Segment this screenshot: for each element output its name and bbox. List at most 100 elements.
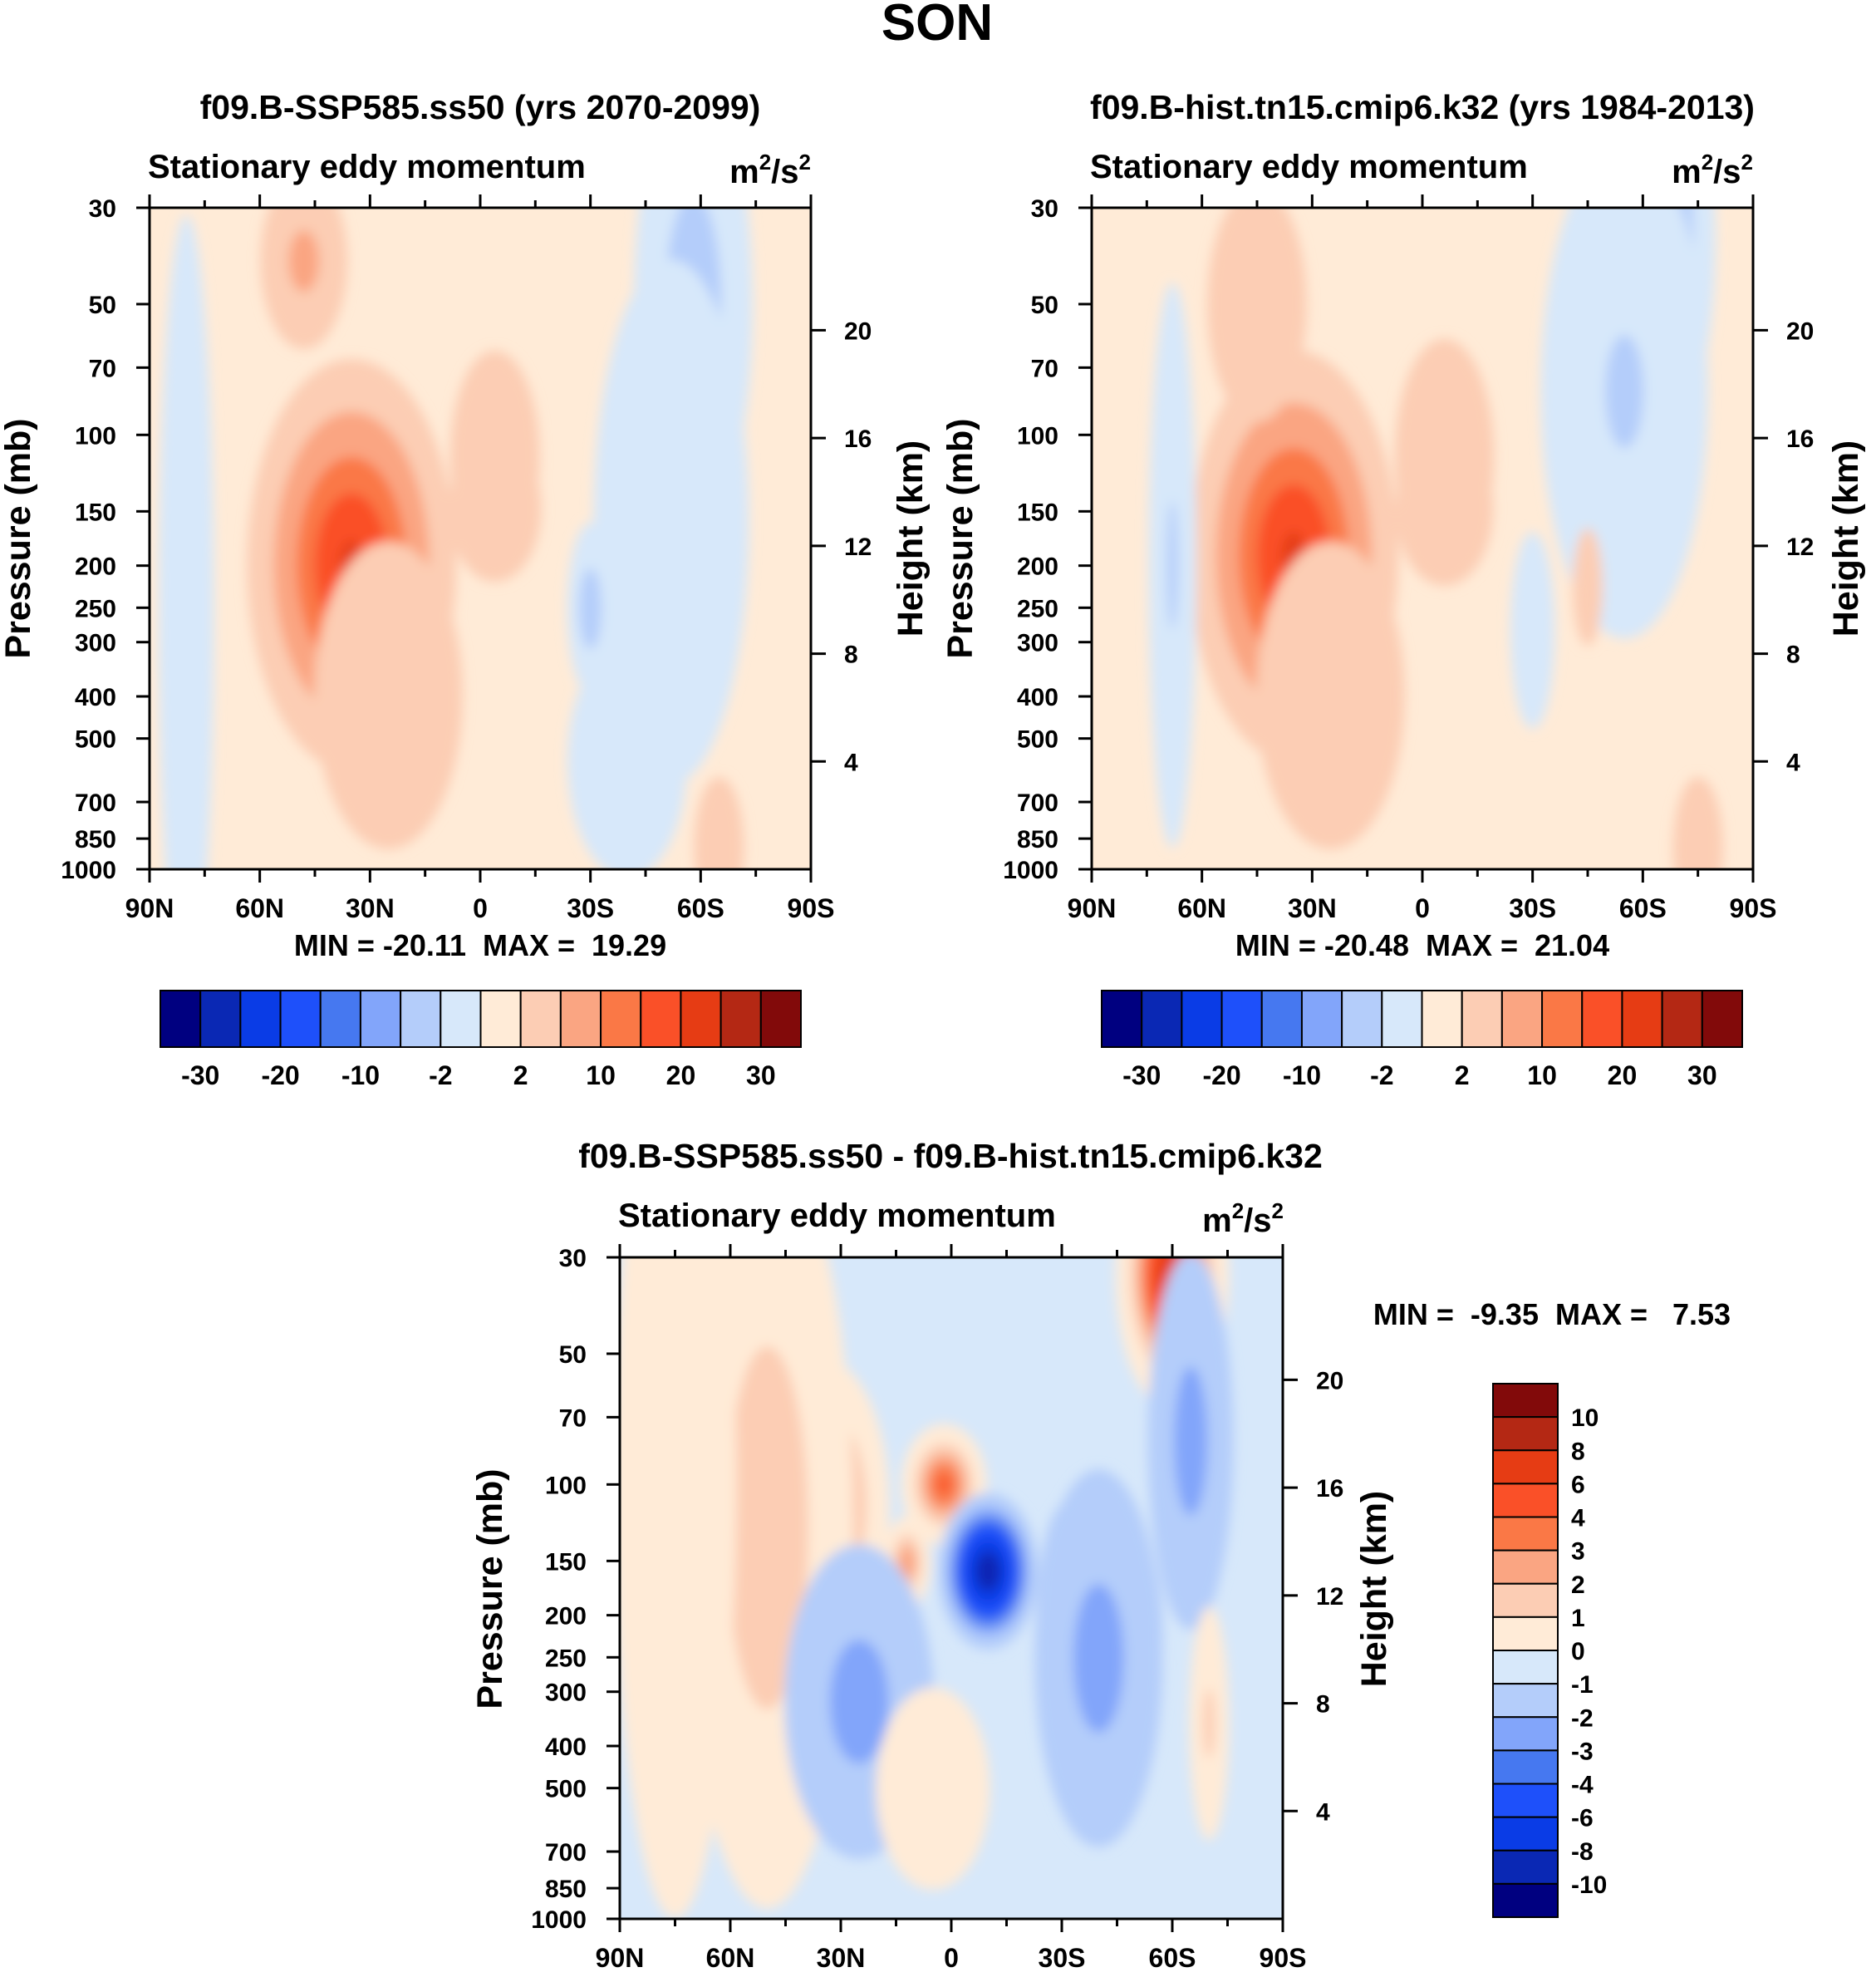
y-tick-right-label: 20 bbox=[844, 317, 872, 345]
colorbar-box bbox=[440, 990, 482, 1048]
colorbar-box bbox=[1181, 990, 1223, 1048]
colorbar-label: 20 bbox=[1608, 1060, 1638, 1090]
y-tick-label: 1000 bbox=[1003, 857, 1058, 884]
units-base: m bbox=[1202, 1202, 1232, 1239]
y-tick-label: 1000 bbox=[61, 857, 116, 884]
colorbar-box bbox=[1341, 990, 1383, 1048]
colorbar-box bbox=[759, 990, 802, 1048]
contour-7-1 bbox=[1166, 500, 1178, 630]
y-tick-right-label: 16 bbox=[844, 425, 872, 453]
x-tick-label: 90S bbox=[1730, 893, 1777, 923]
colorbar-label: 4 bbox=[1571, 1505, 1585, 1532]
y-tick-label: 500 bbox=[75, 726, 116, 754]
y-tick-label: 850 bbox=[1017, 826, 1058, 853]
x-tick-label: 30N bbox=[817, 1943, 866, 1973]
colorbar-box bbox=[1492, 1683, 1559, 1719]
units-mid: /s bbox=[1244, 1202, 1271, 1239]
y-tick-label: 300 bbox=[75, 630, 116, 657]
panel-title: f09.B-SSP585.ss50 (yrs 2070-2099) bbox=[200, 88, 761, 126]
colorbar-box bbox=[1500, 990, 1544, 1048]
contour-10-0 bbox=[694, 776, 744, 869]
colorbar-label: 10 bbox=[1571, 1404, 1599, 1432]
colorbar-box bbox=[1492, 1383, 1559, 1419]
colorbar-label: -2 bbox=[429, 1060, 452, 1090]
colorbar-label: 2 bbox=[1455, 1060, 1470, 1090]
y-tick-label: 500 bbox=[1017, 726, 1058, 754]
y-tick-label: 100 bbox=[1017, 422, 1058, 450]
left-string: Stationary eddy momentum bbox=[148, 149, 586, 185]
colorbar-box bbox=[1492, 1783, 1559, 1818]
x-tick-label: 0 bbox=[473, 893, 488, 923]
panel-title: f09.B-SSP585.ss50 - f09.B-hist.tn15.cmip… bbox=[578, 1137, 1323, 1175]
contour-7-1 bbox=[579, 568, 602, 649]
contour-12-1 bbox=[1173, 1366, 1208, 1516]
y-tick-right-label: 16 bbox=[1786, 425, 1814, 453]
colorbar-label: -3 bbox=[1571, 1738, 1594, 1765]
contour-5-5 bbox=[975, 1552, 1001, 1591]
x-tick-label: 0 bbox=[1415, 893, 1430, 923]
units-exp: 2 bbox=[1232, 1198, 1244, 1223]
colorbar-box bbox=[1541, 990, 1584, 1048]
colorbar-box bbox=[600, 990, 642, 1048]
colorbar-box bbox=[160, 990, 202, 1048]
y-tick-right-label: 8 bbox=[1786, 642, 1800, 669]
y-tick-right-label: 8 bbox=[1316, 1691, 1330, 1719]
colorbar-box bbox=[1492, 1716, 1559, 1752]
x-tick-label: 60S bbox=[1619, 893, 1667, 923]
colorbar-box bbox=[1220, 990, 1263, 1048]
y-axis-label: Pressure (mb) bbox=[470, 1468, 510, 1709]
x-tick-label: 90N bbox=[125, 893, 174, 923]
panel-difference: f09.B-SSP585.ss50 - f09.B-hist.tn15.cmip… bbox=[470, 1137, 1731, 1973]
y-tick-right-label: 8 bbox=[844, 642, 858, 669]
plot-area bbox=[150, 208, 811, 869]
x-tick-label: 30S bbox=[1039, 1943, 1086, 1973]
units-label: m2/s2 bbox=[1672, 150, 1753, 190]
y-tick-label: 400 bbox=[545, 1734, 587, 1761]
x-tick-label: 30N bbox=[346, 893, 395, 923]
y-tick-label: 400 bbox=[1017, 684, 1058, 711]
colorbar-box bbox=[559, 990, 602, 1048]
colorbar-box bbox=[1141, 990, 1183, 1048]
contour-1-0 bbox=[1207, 208, 1307, 422]
units-mid: /s bbox=[771, 154, 798, 190]
contour-layers bbox=[158, 208, 753, 869]
colorbar-label: 20 bbox=[666, 1060, 696, 1090]
y-tick-right-label: 12 bbox=[1316, 1583, 1343, 1611]
x-tick-label: 60N bbox=[706, 1943, 755, 1973]
colorbar-box bbox=[400, 990, 442, 1048]
y-tick-label: 50 bbox=[1031, 292, 1058, 319]
y-tick-label: 250 bbox=[1017, 595, 1058, 622]
panel-hist: f09.B-hist.tn15.cmip6.k32 (yrs 1984-2013… bbox=[940, 88, 1866, 1090]
colorbar-box bbox=[1101, 990, 1143, 1048]
contour-2-0 bbox=[620, 1257, 737, 1919]
x-tick-label: 90N bbox=[596, 1943, 645, 1973]
contour-13-1 bbox=[1203, 1688, 1215, 1758]
axes: 90N 60N 30N 0 30S 60S 90S 30 50 70 100 150 200 250 300… bbox=[1003, 194, 1814, 923]
units-exp-2: 2 bbox=[799, 150, 811, 175]
x-tick-label: 60N bbox=[235, 893, 284, 923]
units-exp: 2 bbox=[1702, 150, 1713, 175]
contour-layers bbox=[1148, 208, 1723, 869]
colorbar-label: 0 bbox=[1571, 1638, 1585, 1665]
colorbar-box bbox=[640, 990, 682, 1048]
colorbar-box bbox=[1492, 1849, 1559, 1885]
y-axis-label-right: Height (km) bbox=[891, 440, 931, 637]
colorbar-label: 10 bbox=[1527, 1060, 1557, 1090]
units-label: m2/s2 bbox=[729, 150, 811, 190]
colorbar-box bbox=[1260, 990, 1303, 1048]
contour-10-1 bbox=[829, 1640, 889, 1764]
colorbar-box bbox=[1300, 990, 1343, 1048]
contour-layers bbox=[620, 1257, 1234, 1919]
colorbar-box bbox=[1492, 1483, 1559, 1518]
y-tick-right-label: 20 bbox=[1316, 1367, 1343, 1394]
units-mid: /s bbox=[1713, 154, 1741, 190]
y-tick-label: 30 bbox=[559, 1245, 587, 1272]
y-axis-label: Pressure (mb) bbox=[0, 418, 38, 658]
colorbar-label: -10 bbox=[341, 1060, 380, 1090]
colorbar-box bbox=[519, 990, 562, 1048]
colorbar-label: -30 bbox=[181, 1060, 219, 1090]
x-tick-label: 60S bbox=[1149, 1943, 1196, 1973]
x-tick-label: 30S bbox=[567, 893, 614, 923]
units-label: m2/s2 bbox=[1202, 1198, 1284, 1239]
y-tick-label: 50 bbox=[89, 292, 116, 319]
